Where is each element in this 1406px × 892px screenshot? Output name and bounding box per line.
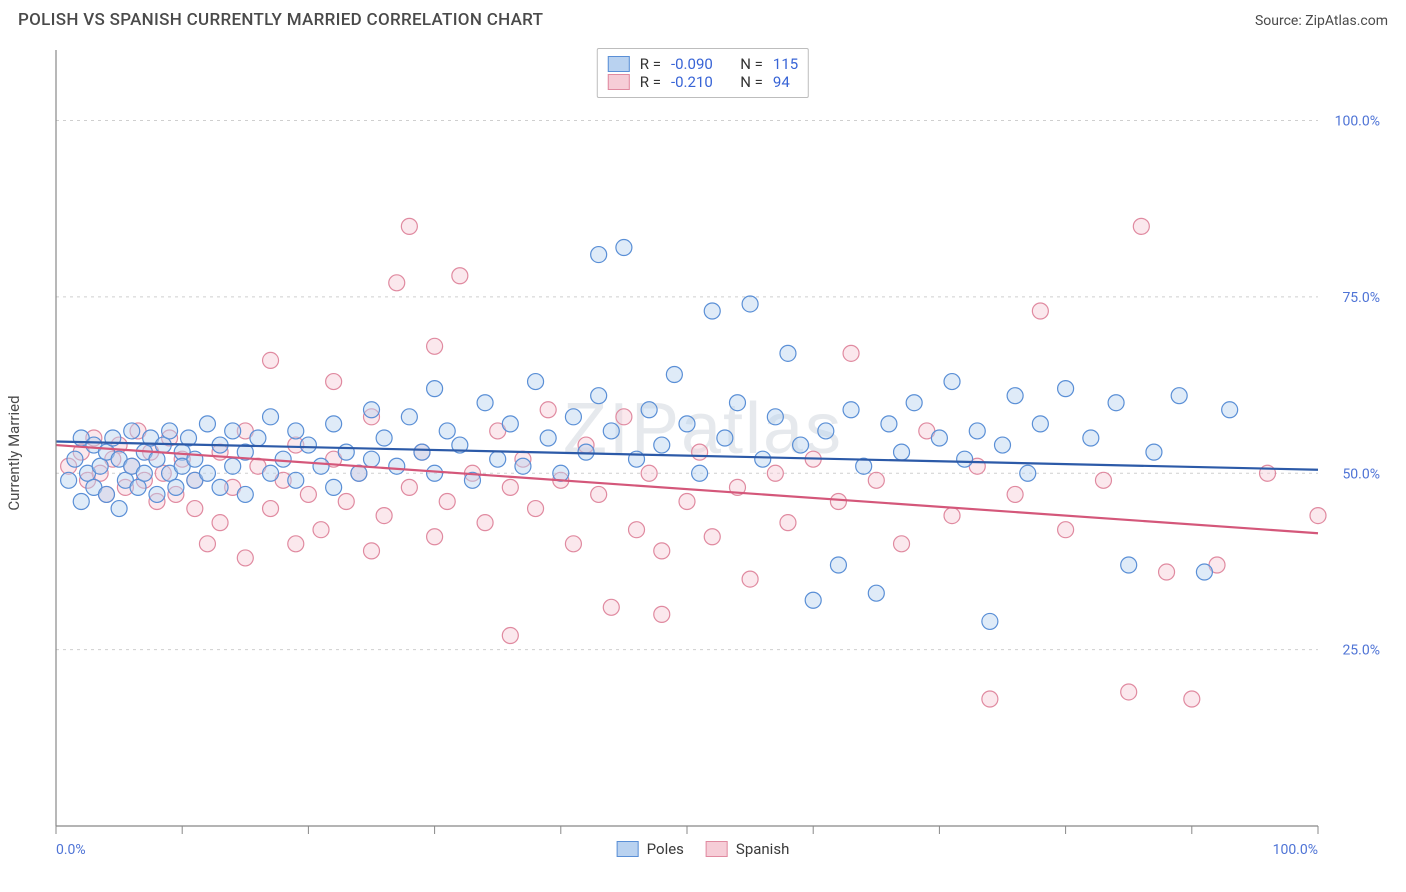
svg-text:25.0%: 25.0% [1342, 643, 1380, 659]
r-label: R = [640, 73, 661, 91]
source-attribution: Source: ZipAtlas.com [1255, 13, 1388, 29]
swatch-spanish [706, 841, 728, 857]
source-label: Source: [1255, 13, 1305, 29]
legend-row-spanish: R = -0.210 N = 94 [608, 73, 798, 91]
series-legend: Poles Spanish [617, 840, 790, 858]
n-label: N = [740, 73, 763, 91]
svg-text:100.0%: 100.0% [1335, 114, 1380, 130]
r-value-poles: -0.090 [671, 55, 713, 73]
n-value-poles: 115 [773, 55, 798, 73]
chart-title: POLISH VS SPANISH CURRENTLY MARRIED CORR… [18, 10, 543, 30]
swatch-spanish [608, 74, 630, 90]
legend-label-spanish: Spanish [736, 840, 789, 858]
chart-area: Currently Married ZIPatlas 0.0%100.0% 25… [18, 44, 1388, 862]
legend-item-poles: Poles [617, 840, 684, 858]
svg-text:0.0%: 0.0% [56, 842, 86, 858]
legend-item-spanish: Spanish [706, 840, 789, 858]
r-value-spanish: -0.210 [671, 73, 713, 91]
source-link[interactable]: ZipAtlas.com [1305, 13, 1388, 29]
svg-text:50.0%: 50.0% [1342, 466, 1380, 482]
n-value-spanish: 94 [773, 73, 790, 91]
scatter-plot-svg: ZIPatlas 0.0%100.0% 25.0%50.0%75.0%100.0… [18, 44, 1388, 862]
legend-label-poles: Poles [647, 840, 684, 858]
correlation-legend: R = -0.090 N = 115 R = -0.210 N = 94 [597, 48, 809, 98]
swatch-poles [608, 56, 630, 72]
svg-text:100.0%: 100.0% [1273, 842, 1318, 858]
swatch-poles [617, 841, 639, 857]
n-label: N = [740, 55, 763, 73]
r-label: R = [640, 55, 661, 73]
svg-text:75.0%: 75.0% [1342, 290, 1380, 306]
legend-row-poles: R = -0.090 N = 115 [608, 55, 798, 73]
